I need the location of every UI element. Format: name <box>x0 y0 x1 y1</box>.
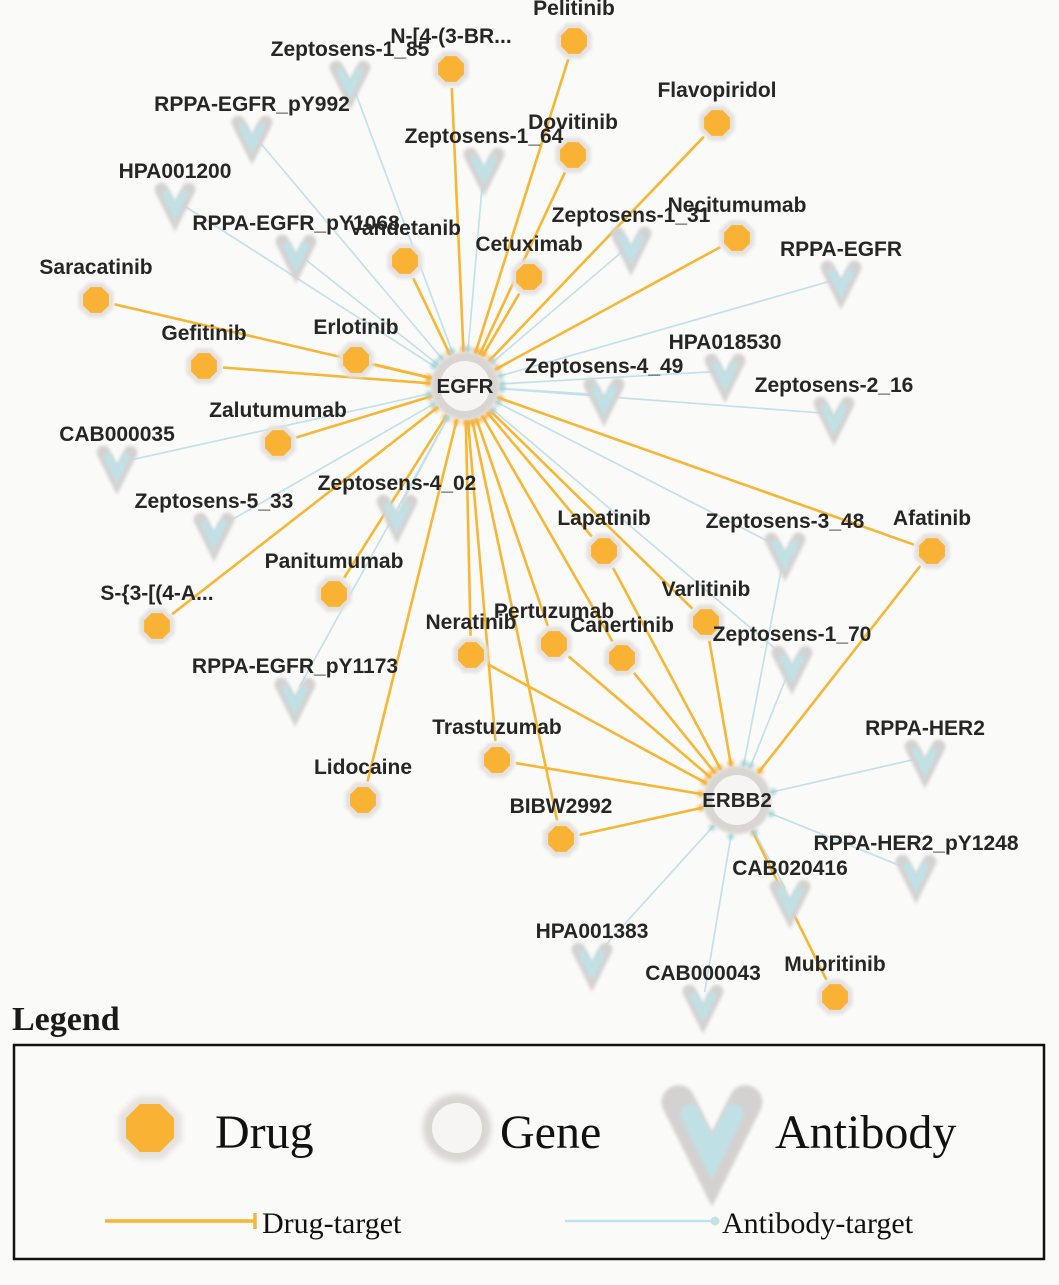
svg-text:Zeptosens-4_49: Zeptosens-4_49 <box>525 355 684 378</box>
svg-text:EGFR: EGFR <box>437 375 494 398</box>
svg-text:Trastuzumab: Trastuzumab <box>432 716 562 739</box>
svg-text:Mubritinib: Mubritinib <box>784 953 885 976</box>
svg-text:RPPA-EGFR_pY992: RPPA-EGFR_pY992 <box>154 93 350 116</box>
svg-text:RPPA-EGFR_pY1068: RPPA-EGFR_pY1068 <box>192 212 400 235</box>
svg-text:Zeptosens-5_33: Zeptosens-5_33 <box>135 490 294 513</box>
svg-text:Drug: Drug <box>215 1106 314 1159</box>
svg-text:S-{3-[(4-A...: S-{3-[(4-A... <box>100 582 213 605</box>
svg-text:Zeptosens-1_64: Zeptosens-1_64 <box>405 125 564 148</box>
svg-text:Zeptosens-1_85: Zeptosens-1_85 <box>271 38 430 61</box>
svg-text:Cetuximab: Cetuximab <box>475 233 582 256</box>
svg-text:RPPA-EGFR_pY1173: RPPA-EGFR_pY1173 <box>192 655 398 678</box>
svg-text:Afatinib: Afatinib <box>893 507 971 530</box>
svg-text:Flavopiridol: Flavopiridol <box>657 79 776 102</box>
svg-text:Gefitinib: Gefitinib <box>161 322 246 345</box>
svg-text:RPPA-HER2_pY1248: RPPA-HER2_pY1248 <box>813 832 1018 855</box>
svg-text:CAB000043: CAB000043 <box>645 962 761 985</box>
svg-text:Gene: Gene <box>500 1106 601 1159</box>
svg-text:CAB020416: CAB020416 <box>732 857 848 880</box>
svg-text:Zeptosens-3_48: Zeptosens-3_48 <box>706 510 865 533</box>
svg-text:Legend: Legend <box>12 1001 120 1038</box>
svg-text:Zeptosens-1_31: Zeptosens-1_31 <box>552 204 711 227</box>
svg-text:HPA001200: HPA001200 <box>119 160 232 183</box>
svg-text:ERBB2: ERBB2 <box>702 789 772 812</box>
svg-text:Lidocaine: Lidocaine <box>314 756 412 779</box>
svg-text:Zalutumumab: Zalutumumab <box>209 399 347 422</box>
svg-text:CAB000035: CAB000035 <box>59 423 175 446</box>
svg-text:Canertinib: Canertinib <box>570 614 674 637</box>
svg-text:RPPA-HER2: RPPA-HER2 <box>865 717 985 740</box>
svg-text:HPA018530: HPA018530 <box>669 331 782 354</box>
svg-text:Drug-target: Drug-target <box>262 1207 402 1240</box>
svg-text:BIBW2992: BIBW2992 <box>510 795 613 818</box>
svg-text:Zeptosens-1_70: Zeptosens-1_70 <box>713 623 872 646</box>
svg-text:RPPA-EGFR: RPPA-EGFR <box>780 238 902 261</box>
svg-text:Lapatinib: Lapatinib <box>557 507 650 530</box>
svg-text:Zeptosens-2_16: Zeptosens-2_16 <box>755 374 914 397</box>
svg-text:Pelitinib: Pelitinib <box>533 0 615 20</box>
svg-text:HPA001383: HPA001383 <box>536 920 649 943</box>
svg-text:Panitumumab: Panitumumab <box>265 550 404 573</box>
svg-text:Saracatinib: Saracatinib <box>39 256 152 279</box>
svg-text:Antibody: Antibody <box>775 1106 956 1159</box>
svg-text:Erlotinib: Erlotinib <box>313 316 398 339</box>
svg-text:Zeptosens-4_02: Zeptosens-4_02 <box>318 472 477 495</box>
svg-text:Antibody-target: Antibody-target <box>722 1207 914 1240</box>
svg-text:Varlitinib: Varlitinib <box>662 578 751 601</box>
